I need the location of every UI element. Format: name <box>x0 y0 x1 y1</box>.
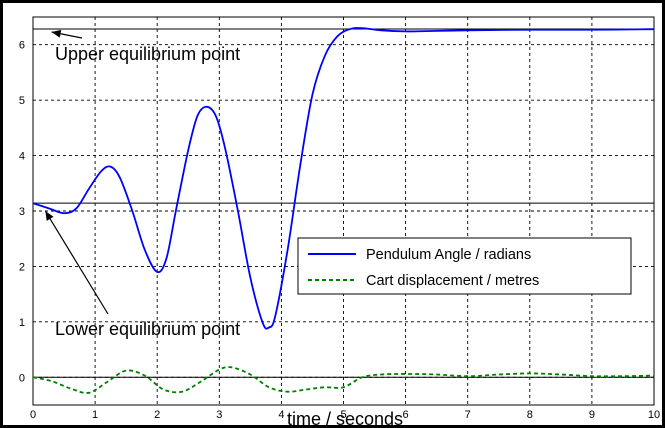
annotation-arrows <box>44 29 109 315</box>
y-tick-label-6: 6 <box>19 40 25 52</box>
annotation-lower-equilibrium: Lower equilibrium point <box>55 319 240 339</box>
series-line-pendulum-angle <box>32 27 655 330</box>
x-tick-label-3: 3 <box>216 409 222 421</box>
y-tick-label-1: 1 <box>19 317 25 329</box>
x-tick-label-9: 9 <box>589 409 595 421</box>
legend-label-cart: Cart displacement / metres <box>366 273 539 289</box>
arrow-lower-equilibrium-shaft <box>44 210 109 315</box>
y-tick-label-4: 4 <box>19 151 25 163</box>
x-tick-label-4: 4 <box>278 409 284 421</box>
series-line-cart-displacement <box>32 366 655 394</box>
y-tick-label-2: 2 <box>19 261 25 273</box>
legend-label-pendulum: Pendulum Angle / radians <box>366 247 531 263</box>
x-tick-label-2: 2 <box>154 409 160 421</box>
legend: Pendulum Angle / radians Cart displaceme… <box>297 237 632 295</box>
y-tick-label-5: 5 <box>19 95 25 107</box>
arrow-upper-equilibrium-head <box>51 29 62 38</box>
series-layer <box>32 27 655 394</box>
x-tick-label-7: 7 <box>465 409 471 421</box>
x-tick-label-6: 6 <box>403 409 409 421</box>
arrow-lower-equilibrium-head <box>45 211 54 221</box>
annotation-upper-equilibrium: Upper equilibrium point <box>55 44 240 64</box>
x-tick-label-8: 8 <box>527 409 533 421</box>
y-tick-label-0: 0 <box>19 372 25 384</box>
legend-box <box>297 237 632 295</box>
x-tick-label-10: 10 <box>648 409 660 421</box>
y-tick-label-3: 3 <box>19 206 25 218</box>
x-axis-label: time / seconds <box>287 409 403 428</box>
x-tick-label-1: 1 <box>92 409 98 421</box>
x-tick-label-0: 0 <box>30 409 36 421</box>
tick-labels: 0 1 2 3 4 5 6 7 8 9 10 0 1 2 3 4 5 6 <box>19 40 660 421</box>
x-tick-label-5: 5 <box>340 409 346 421</box>
